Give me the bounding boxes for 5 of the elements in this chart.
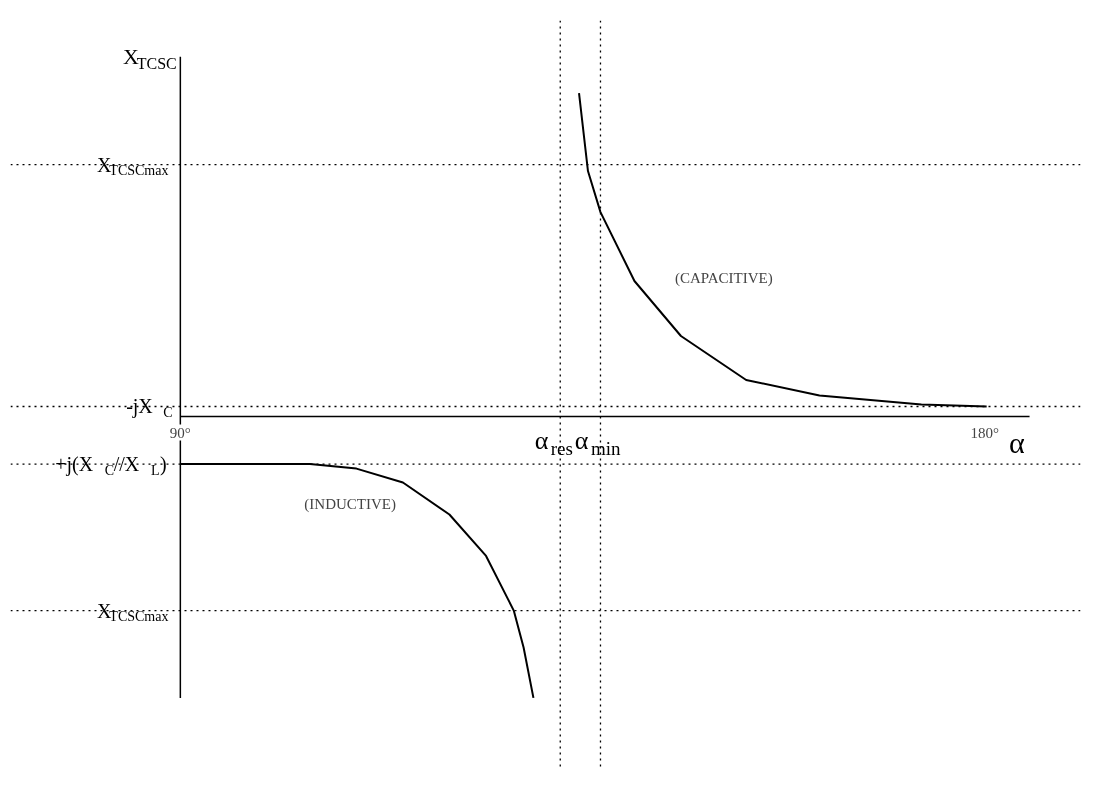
x-tick-label: 180° xyxy=(970,424,1000,441)
annotation: (CAPACITIVE) xyxy=(674,269,773,287)
annotation: (INDUCTIVE) xyxy=(304,496,397,514)
x-tick-label: 90° xyxy=(169,424,191,441)
x-axis-title: α xyxy=(1008,426,1025,460)
